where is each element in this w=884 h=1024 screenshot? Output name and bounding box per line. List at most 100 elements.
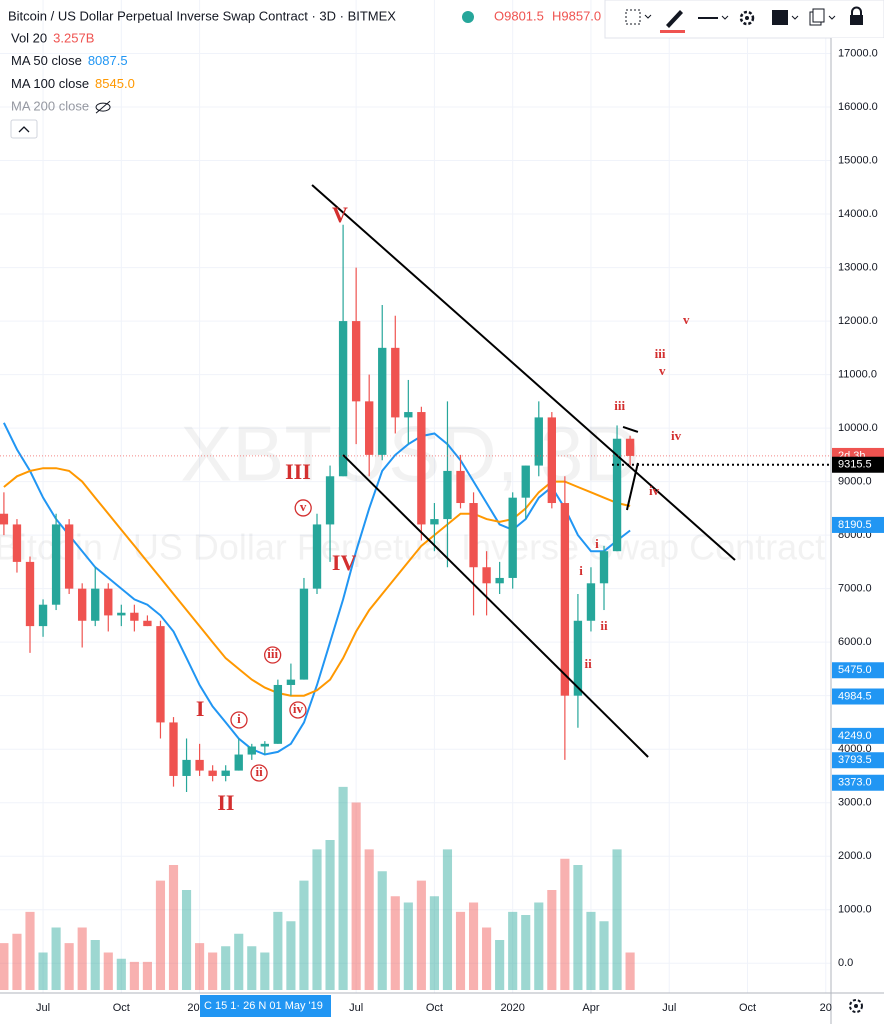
volume-bar	[560, 858, 570, 990]
volume-bar	[599, 921, 609, 990]
candle-body	[351, 321, 361, 402]
volume-bar	[612, 849, 622, 990]
fill-tool[interactable]	[772, 10, 799, 25]
line-style[interactable]	[698, 15, 729, 20]
volume-bar	[234, 933, 244, 990]
wave-label: iii	[655, 346, 666, 361]
collapse-box[interactable]	[10, 119, 38, 139]
volume-bar	[377, 871, 387, 990]
rect-tool[interactable]	[625, 9, 652, 25]
icon	[854, 1004, 858, 1008]
plot-area: XBTUSD, 3D Bitcoin / US Dollar Perpetual…	[0, 0, 831, 993]
candle-body	[612, 438, 622, 552]
candle-body	[312, 524, 322, 589]
wave-label: III	[285, 459, 311, 484]
y-tick-label: 0.0	[838, 957, 853, 969]
candle-body	[443, 470, 452, 520]
collapse-button[interactable]	[10, 119, 38, 139]
candle-body	[560, 503, 570, 696]
candle-body	[104, 588, 113, 616]
x-tick-label: Oct	[113, 1002, 130, 1014]
candle-body	[547, 417, 557, 504]
settings[interactable]	[739, 10, 755, 26]
volume-bar	[508, 911, 518, 990]
candle-body	[156, 626, 165, 723]
volume-bar	[208, 952, 218, 990]
watermark-subtitle: Bitcoin / US Dollar Perpetual Inverse Sw…	[0, 527, 825, 568]
axis-settings[interactable]	[849, 999, 863, 1013]
wave-circle	[230, 711, 248, 729]
price-badge	[832, 727, 884, 744]
price-axis	[830, 38, 884, 993]
candle-body	[521, 465, 530, 498]
legend-label: Vol 20	[11, 30, 47, 45]
candle-body	[378, 347, 387, 455]
candle-body	[338, 321, 348, 477]
y-tick-label: 12000.0	[838, 315, 878, 327]
legend-label: MA 50 close	[11, 53, 82, 68]
icon	[812, 8, 825, 23]
y-tick-label: 9000.0	[838, 476, 872, 488]
volume-bar	[273, 911, 283, 990]
volume-bar	[103, 952, 113, 990]
candle-body	[182, 759, 191, 776]
watermark: XBTUSD, 3D	[180, 410, 639, 498]
volume-bar	[299, 880, 309, 990]
price-badge	[832, 516, 884, 533]
candle-body	[599, 551, 609, 584]
drawing-layer	[0, 184, 831, 758]
candle-body	[404, 412, 413, 418]
volume-bar	[286, 921, 296, 990]
volume-bar	[468, 902, 479, 990]
volume-bar	[247, 946, 257, 990]
volume-bar	[482, 927, 492, 990]
chevron-icon	[18, 126, 30, 133]
candle-body	[325, 476, 335, 525]
candle-body	[260, 743, 269, 747]
candle-body	[273, 684, 283, 744]
grid	[0, 0, 831, 993]
clone-tool[interactable]	[809, 8, 836, 26]
icon	[828, 15, 836, 20]
volume-layer	[0, 786, 635, 990]
ohlc-open: O9801.5	[494, 8, 544, 23]
price-badge	[832, 774, 884, 791]
candle-body	[495, 577, 504, 584]
candle-body	[482, 567, 491, 584]
volume-bar	[586, 911, 596, 990]
volume-bar	[312, 849, 322, 990]
trend-line	[311, 184, 736, 561]
volume-bar	[116, 958, 126, 990]
volume-bar	[12, 933, 22, 990]
trend-line	[342, 454, 649, 758]
wave-label: i	[595, 536, 599, 551]
wave-circle	[294, 499, 312, 517]
candle-body	[117, 612, 126, 616]
wave-label: iii	[267, 646, 278, 661]
candle-body	[586, 583, 596, 621]
x-tick-label: Jul	[662, 1002, 676, 1014]
icon	[625, 9, 641, 25]
candle-body	[534, 417, 543, 466]
wave-circle	[264, 646, 282, 664]
volume-bar	[168, 865, 179, 990]
icon	[644, 14, 652, 19]
candle-body	[247, 746, 256, 755]
price-badge	[832, 752, 884, 769]
candle-body	[365, 401, 374, 455]
candle-body	[169, 722, 178, 776]
legend-label: MA 200 close	[11, 99, 89, 114]
volume-bar	[521, 915, 531, 990]
lock-tool[interactable]	[850, 6, 863, 26]
wave-label: iv	[293, 701, 304, 716]
x-tick-label: Jul	[36, 1002, 50, 1014]
wave-label: V	[332, 202, 348, 227]
candle-body	[417, 412, 426, 525]
brush-tool[interactable]	[660, 10, 685, 33]
y-tick-label: 2000.0	[838, 850, 872, 862]
volume-bar	[51, 927, 61, 990]
y-tick-label: 14000.0	[838, 208, 878, 220]
candle-body	[299, 588, 309, 680]
volume-bar	[181, 890, 192, 990]
legend-label: MA 100 close	[11, 76, 89, 91]
